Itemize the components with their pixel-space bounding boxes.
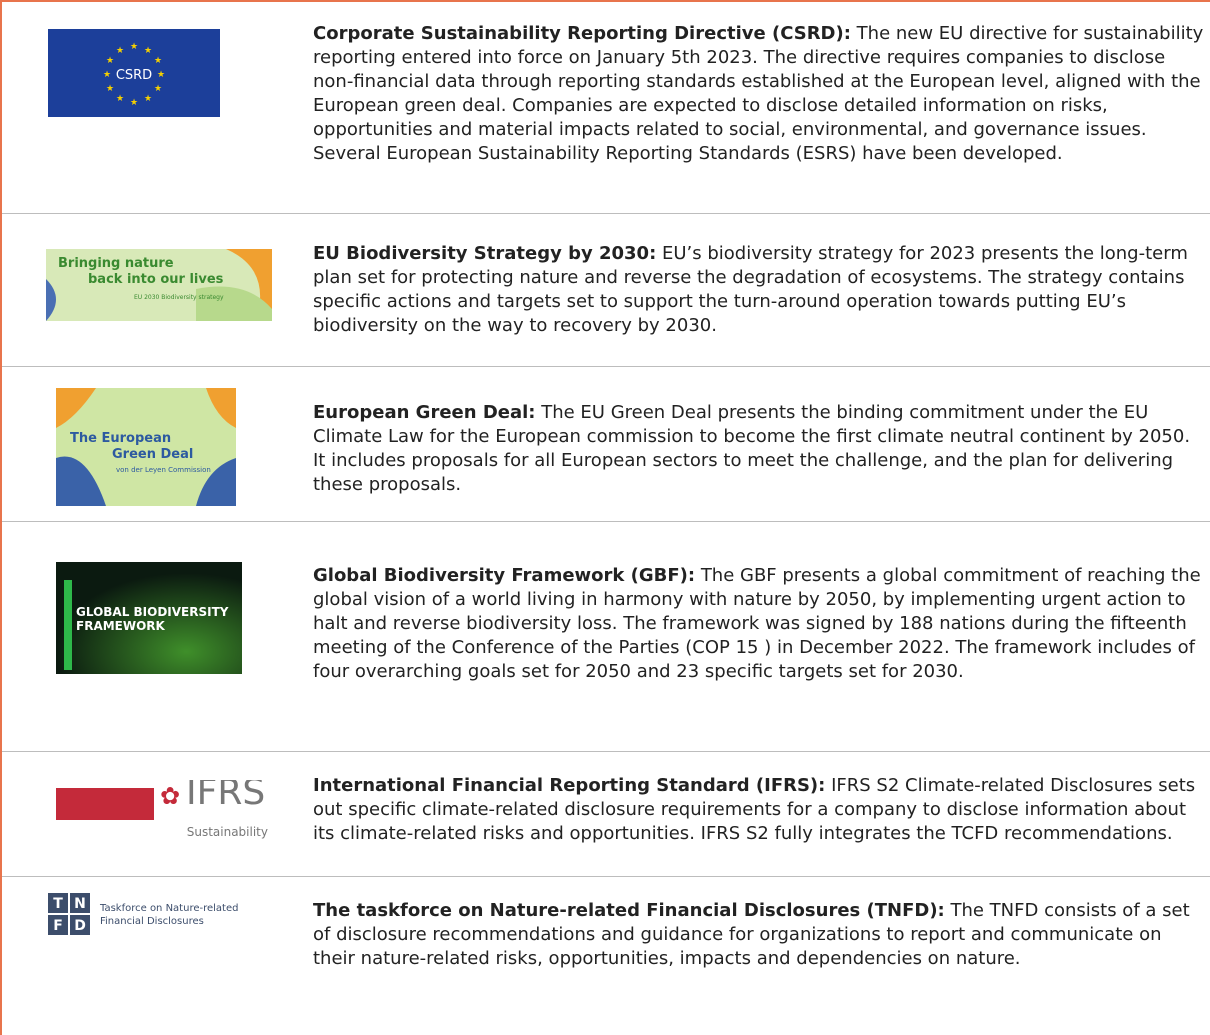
svg-text:★: ★ [130, 42, 138, 52]
biodiversity-logo: Bringing nature back into our lives EU 2… [46, 249, 272, 321]
svg-text:★: ★ [116, 46, 124, 56]
row: ★★★★ ★★★★ ★★★★ CSRD Corporate Sustainabi… [2, 2, 1210, 214]
tnfd-logo: T N F D Taskforce on Nature-related Fina… [48, 893, 288, 939]
row-title: European Green Deal: [313, 402, 536, 423]
logo-text: back into our lives [88, 272, 224, 287]
logo-text: GLOBAL BIODIVERSITY [76, 605, 229, 619]
logo-text: The European [70, 431, 171, 446]
row-title: International Financial Reporting Standa… [313, 775, 825, 796]
logo-text: CSRD [116, 68, 152, 83]
logo-text: F [53, 918, 63, 934]
logo-text: Taskforce on Nature-related [99, 903, 238, 914]
logo-icon: ✿ [160, 782, 180, 810]
page: ★★★★ ★★★★ ★★★★ CSRD Corporate Sustainabi… [0, 0, 1210, 1035]
row: T N F D Taskforce on Nature-related Fina… [2, 877, 1210, 1035]
row-title: Corporate Sustainability Reporting Direc… [313, 23, 851, 44]
logo-text: Green Deal [112, 447, 193, 462]
svg-text:★: ★ [157, 70, 165, 80]
svg-text:★: ★ [154, 56, 162, 66]
logo-text: T [53, 896, 63, 912]
row: GLOBAL BIODIVERSITY FRAMEWORK Global Bio… [2, 522, 1210, 752]
svg-text:★: ★ [116, 94, 124, 104]
ifrs-logo: ✿ IFRS Sustainability [56, 780, 272, 850]
logo-text: D [74, 918, 86, 934]
green-deal-logo: The European Green Deal von der Leyen Co… [56, 388, 236, 506]
row-text: Corporate Sustainability Reporting Direc… [313, 22, 1208, 166]
row-title: The taskforce on Nature-related Financia… [313, 900, 945, 921]
row-title: Global Biodiversity Framework (GBF): [313, 565, 695, 586]
logo-text: Financial Disclosures [100, 916, 204, 927]
logo-text: FRAMEWORK [76, 619, 166, 633]
logo-text: von der Leyen Commission [116, 466, 211, 474]
row-text: The taskforce on Nature-related Financia… [313, 899, 1208, 971]
row: The European Green Deal von der Leyen Co… [2, 367, 1210, 522]
row: ✿ IFRS Sustainability International Fina… [2, 752, 1210, 877]
svg-text:★: ★ [103, 70, 111, 80]
svg-text:★: ★ [106, 84, 114, 94]
row-body: The new EU directive for sustainability … [313, 23, 1203, 164]
svg-text:★: ★ [144, 94, 152, 104]
svg-text:★: ★ [106, 56, 114, 66]
csrd-logo: ★★★★ ★★★★ ★★★★ CSRD [48, 29, 220, 117]
logo-text: Bringing nature [58, 256, 174, 271]
row-title: EU Biodiversity Strategy by 2030: [313, 243, 656, 264]
svg-text:★: ★ [144, 46, 152, 56]
row-text: European Green Deal: The EU Green Deal p… [313, 401, 1208, 497]
logo-text: N [74, 896, 86, 912]
svg-text:★: ★ [154, 84, 162, 94]
svg-text:★: ★ [130, 98, 138, 108]
gbf-logo: GLOBAL BIODIVERSITY FRAMEWORK [56, 562, 242, 674]
row-text: Global Biodiversity Framework (GBF): The… [313, 564, 1208, 684]
row-text: International Financial Reporting Standa… [313, 774, 1208, 846]
logo-text: Sustainability [187, 825, 268, 839]
row-text: EU Biodiversity Strategy by 2030: EU’s b… [313, 242, 1208, 338]
row: Bringing nature back into our lives EU 2… [2, 214, 1210, 367]
logo-text: EU 2030 Biodiversity strategy [134, 294, 224, 301]
logo-text: IFRS [186, 780, 265, 813]
